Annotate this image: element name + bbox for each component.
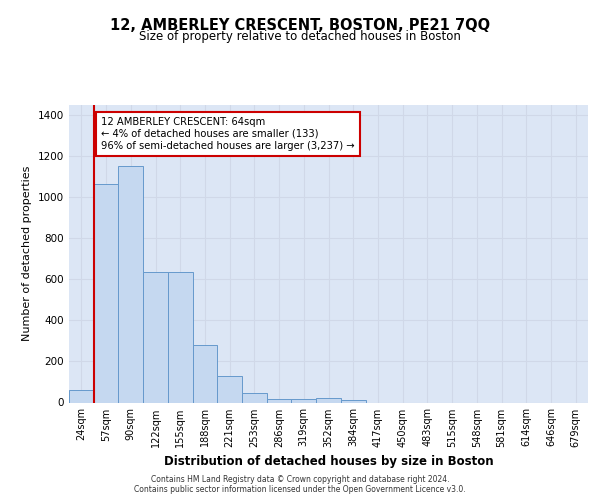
Bar [118,166,143,402]
Text: 12, AMBERLEY CRESCENT, BOSTON, PE21 7QQ: 12, AMBERLEY CRESCENT, BOSTON, PE21 7QQ [110,18,490,32]
Text: Contains HM Land Registry data © Crown copyright and database right 2024.
Contai: Contains HM Land Registry data © Crown c… [134,474,466,494]
Bar [316,398,341,402]
Bar [341,400,365,402]
Bar [143,272,168,402]
Bar [69,390,94,402]
Bar [217,376,242,402]
Text: Size of property relative to detached houses in Boston: Size of property relative to detached ho… [139,30,461,43]
X-axis label: Distribution of detached houses by size in Boston: Distribution of detached houses by size … [164,455,493,468]
Bar [193,346,217,403]
Bar [94,184,118,402]
Bar [242,394,267,402]
Text: 12 AMBERLEY CRESCENT: 64sqm
← 4% of detached houses are smaller (133)
96% of sem: 12 AMBERLEY CRESCENT: 64sqm ← 4% of deta… [101,118,355,150]
Y-axis label: Number of detached properties: Number of detached properties [22,166,32,342]
Bar [168,272,193,402]
Bar [292,399,316,402]
Bar [267,399,292,402]
